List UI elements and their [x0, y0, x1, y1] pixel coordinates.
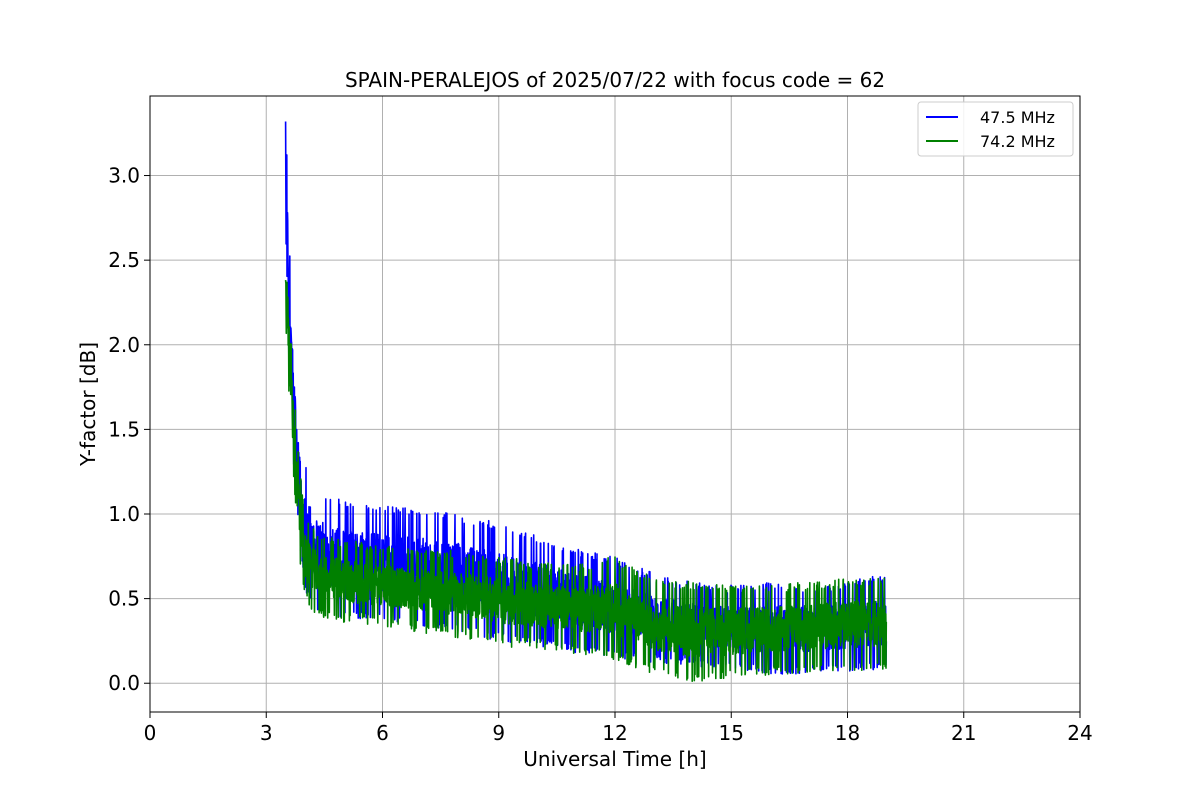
- x-tick-label: 6: [376, 721, 389, 745]
- y-tick-label: 0.0: [108, 671, 140, 695]
- y-tick-label: 1.0: [108, 502, 140, 526]
- x-tick-label: 15: [719, 721, 744, 745]
- y-tick-label: 1.5: [108, 417, 140, 441]
- x-tick-label: 9: [492, 721, 505, 745]
- x-tick-label: 21: [951, 721, 976, 745]
- legend-box: [917, 101, 1074, 157]
- legend-label-47-5-mhz: 47.5 MHz: [980, 108, 1055, 127]
- y-axis-label: Y-factor [dB]: [76, 342, 100, 467]
- legend: 47.5 MHz 74.2 MHz: [917, 101, 1074, 157]
- y-tick-label: 0.5: [108, 587, 140, 611]
- x-tick-label: 24: [1067, 721, 1092, 745]
- x-axis-label: Universal Time [h]: [523, 747, 706, 771]
- x-tick-label: 18: [835, 721, 860, 745]
- y-tick-label: 2.0: [108, 333, 140, 357]
- y-tick-label: 2.5: [108, 248, 140, 272]
- y-tick-label: 3.0: [108, 164, 140, 188]
- legend-label-74-2-mhz: 74.2 MHz: [980, 132, 1055, 151]
- chart-title: SPAIN-PERALEJOS of 2025/07/22 with focus…: [345, 68, 885, 92]
- x-tick-label: 12: [602, 721, 627, 745]
- x-tick-label: 0: [144, 721, 157, 745]
- series-line-74-2-mhz: [284, 280, 888, 683]
- series-layer: [284, 121, 888, 683]
- axes: 0 3 6 9 12 15 18 21 24 0.0 0.5 1.0 1.5 2.0 2.5 3.0: [108, 164, 1093, 745]
- x-tick-label: 3: [260, 721, 273, 745]
